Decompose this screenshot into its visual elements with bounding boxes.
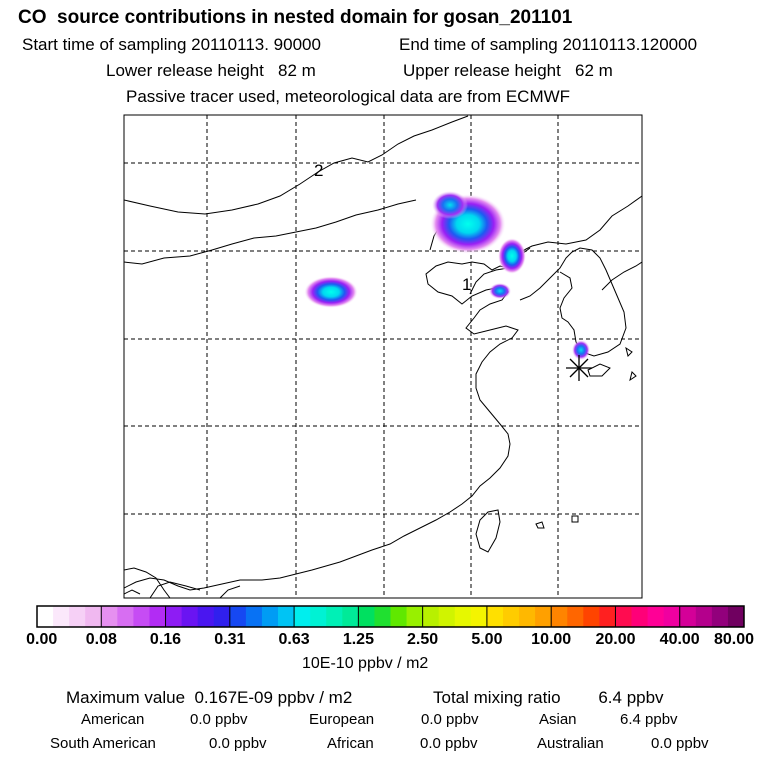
colorbar-cell — [567, 606, 584, 627]
colorbar-cell — [470, 606, 488, 627]
colorbar-units: 10E-10 ppbv / m2 — [302, 655, 429, 672]
colorbar-cell — [711, 606, 729, 627]
region-label-2: 2 — [314, 161, 323, 180]
region-australian-value: 0.0 ppbv — [651, 735, 709, 752]
colorbar-frame — [36, 605, 745, 628]
colorbar-cell — [261, 606, 279, 627]
colorbar-cell — [647, 606, 665, 627]
colorbar-tick-label: 0.16 — [149, 631, 182, 648]
colorbar-tick-label: 40.00 — [659, 631, 700, 648]
region-south-american-value: 0.0 ppbv — [209, 735, 267, 752]
colorbar-cell — [37, 606, 54, 627]
colorbar-cell — [679, 606, 697, 627]
colorbar-cell — [390, 606, 407, 627]
colorbar-tick-label: 5.00 — [471, 631, 503, 648]
plumes — [304, 191, 590, 360]
colorbar-cell — [85, 606, 102, 627]
map-frame — [123, 114, 643, 599]
plume-north-fringe — [432, 191, 468, 219]
colorbar-cell — [197, 606, 215, 627]
colorbar-cell — [519, 606, 536, 627]
colorbar-tick-label: 1.25 — [342, 631, 374, 648]
region-american-value: 0.0 ppbv — [190, 711, 248, 728]
colorbar-cell — [551, 606, 568, 627]
colorbar-cell — [406, 606, 424, 627]
sampling-end: End time of sampling 20110113.120000 — [399, 35, 698, 54]
colorbar-cell — [149, 606, 166, 627]
colorbar-cell — [53, 606, 70, 627]
colorbar-tick-label: 0.00 — [26, 631, 58, 648]
plume-shandong — [489, 283, 511, 299]
colorbar-tick-label: 20.00 — [595, 631, 636, 648]
colorbar-tick-label: 0.31 — [214, 631, 246, 648]
colorbar-cell — [631, 606, 648, 627]
colorbar-cell — [310, 606, 327, 627]
colorbar-cell — [695, 606, 713, 627]
colorbar-tick-label: 10.00 — [531, 631, 572, 648]
colorbar-cell — [358, 606, 375, 627]
colorbar-cell — [663, 606, 681, 627]
colorbar-cell — [213, 606, 231, 627]
colorbar-cell — [342, 606, 359, 627]
sampling-start: Start time of sampling 20110113. 90000 — [22, 35, 321, 54]
plume-western-inland — [304, 276, 358, 308]
tracer-note: Passive tracer used, meteorological data… — [126, 87, 571, 106]
maximum-value: Maximum value 0.167E-09 ppbv / m2 — [66, 688, 353, 707]
colorbar-cell — [615, 606, 632, 627]
colorbar-cell — [229, 606, 247, 627]
region-european-name: European — [309, 711, 375, 728]
colorbar-cell — [117, 606, 134, 627]
colorbar-tick-label: 0.63 — [278, 631, 310, 648]
colorbar-cell — [438, 606, 456, 627]
colorbar-cell — [326, 606, 343, 627]
colorbar-cell — [502, 606, 520, 627]
colorbar-tick-label: 2.50 — [407, 631, 439, 648]
upper-release-height: Upper release height 62 m — [403, 61, 613, 80]
lower-release-height: Lower release height 82 m — [106, 61, 316, 80]
colorbar-tick-label: 0.08 — [85, 631, 117, 648]
grid-lines — [124, 115, 642, 598]
region-south-american-name: South American — [50, 735, 156, 752]
colorbar-cell — [486, 606, 504, 627]
colorbar-cell — [727, 606, 745, 627]
colorbar-cell — [422, 606, 440, 627]
region-asian-name: Asian — [539, 711, 577, 728]
receptor-star-icon — [566, 355, 592, 381]
region-asian-value: 6.4 ppbv — [620, 711, 678, 728]
colorbar-cell — [101, 606, 118, 627]
colorbar-cell — [69, 606, 86, 627]
colorbar-cell — [583, 606, 600, 627]
colorbar-tick-label: 80.00 — [713, 631, 755, 648]
region-african-name: African — [327, 735, 374, 752]
colorbar-cell — [454, 606, 472, 627]
colorbar-cell — [599, 606, 616, 627]
region-australian-name: Australian — [537, 735, 604, 752]
plume-bohai — [498, 238, 526, 274]
colorbar-cell — [535, 606, 552, 627]
region-european-value: 0.0 ppbv — [421, 711, 479, 728]
colorbar-cell — [181, 606, 199, 627]
total-mixing-ratio: Total mixing ratio 6.4 ppbv — [433, 688, 664, 707]
colorbar-cell — [133, 606, 150, 627]
colorbar-cell — [374, 606, 391, 627]
colorbar-cell — [245, 606, 263, 627]
plume-korea — [572, 340, 590, 360]
region-american-name: American — [81, 711, 145, 728]
map-frame-bg — [124, 115, 642, 598]
chart-title: CO source contributions in nested domain… — [18, 7, 573, 28]
colorbar-cell — [165, 606, 183, 627]
region-african-value: 0.0 ppbv — [420, 735, 478, 752]
coastlines — [124, 115, 642, 598]
region-label-1: 1 — [462, 275, 471, 294]
colorbar-cell — [278, 606, 295, 627]
colorbar-cell — [294, 606, 311, 627]
